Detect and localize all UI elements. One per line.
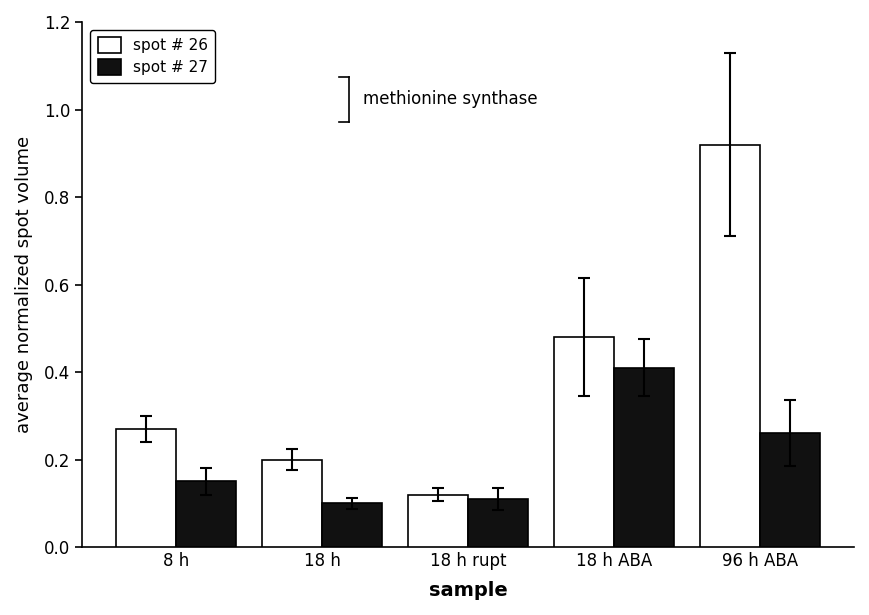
Bar [468,499,528,547]
Bar [262,459,322,547]
Bar [760,434,820,547]
Text: methionine synthase: methionine synthase [362,90,537,108]
Bar [176,482,236,547]
Bar [408,494,468,547]
Bar [116,429,176,547]
X-axis label: sample: sample [428,581,507,600]
Bar [700,145,760,547]
Legend: spot # 26, spot # 27: spot # 26, spot # 27 [90,30,216,83]
Y-axis label: average normalized spot volume: average normalized spot volume [15,136,33,433]
Bar [322,503,382,547]
Bar [554,337,614,547]
Bar [614,368,674,547]
